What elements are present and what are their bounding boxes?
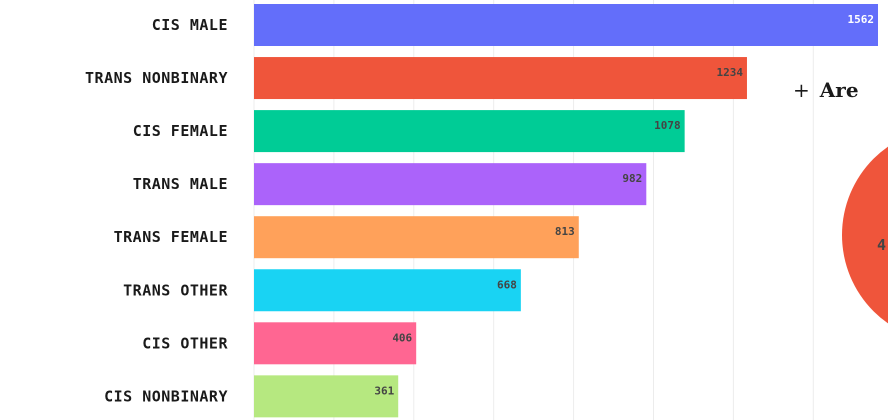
bar[interactable]	[254, 269, 521, 312]
bar-value-label: 406	[392, 331, 412, 344]
category-label: CIS OTHER	[142, 334, 228, 352]
side-heading: + Are	[793, 78, 859, 102]
side-heading-text: Are	[819, 78, 859, 102]
bar[interactable]	[254, 163, 647, 206]
bar[interactable]	[254, 216, 579, 259]
category-label: TRANS FEMALE	[114, 228, 228, 246]
bar-value-label: 1078	[654, 119, 681, 132]
category-label: CIS MALE	[152, 16, 228, 34]
expand-icon[interactable]: +	[793, 78, 810, 102]
pie-slice-label: 4	[877, 236, 886, 254]
category-label: TRANS MALE	[133, 175, 228, 193]
bar[interactable]	[254, 375, 399, 418]
category-label: CIS FEMALE	[133, 122, 228, 140]
bar-value-label: 1234	[716, 66, 743, 79]
category-label: CIS NONBINARY	[104, 387, 228, 405]
category-label: TRANS OTHER	[123, 281, 228, 299]
bar[interactable]	[254, 57, 747, 100]
bar[interactable]	[254, 322, 417, 365]
bar-value-label: 668	[497, 278, 517, 291]
category-label: TRANS NONBINARY	[85, 69, 228, 87]
bar[interactable]	[254, 110, 685, 153]
bar-value-label: 1562	[848, 13, 875, 26]
bar-value-label: 361	[374, 384, 394, 397]
bar-value-label: 813	[555, 225, 575, 238]
pie-slice[interactable]	[842, 127, 888, 343]
bar-value-label: 982	[622, 172, 642, 185]
bar[interactable]	[254, 4, 878, 46]
